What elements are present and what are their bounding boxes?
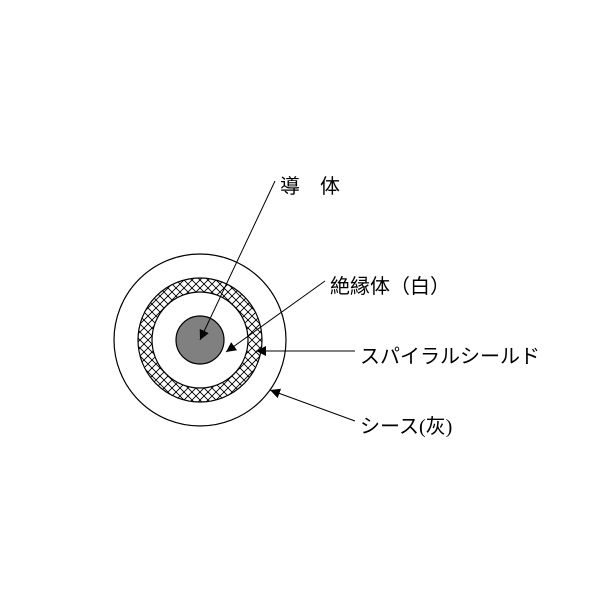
label-insulator: 絶縁体（白） <box>330 270 450 299</box>
label-shield: スパイラルシールド <box>360 340 540 369</box>
leader-line <box>270 390 355 421</box>
cable-cross-section-diagram <box>0 0 600 600</box>
label-conductor: 導 体 <box>280 170 340 199</box>
label-sheath: シース(灰) <box>360 410 452 439</box>
